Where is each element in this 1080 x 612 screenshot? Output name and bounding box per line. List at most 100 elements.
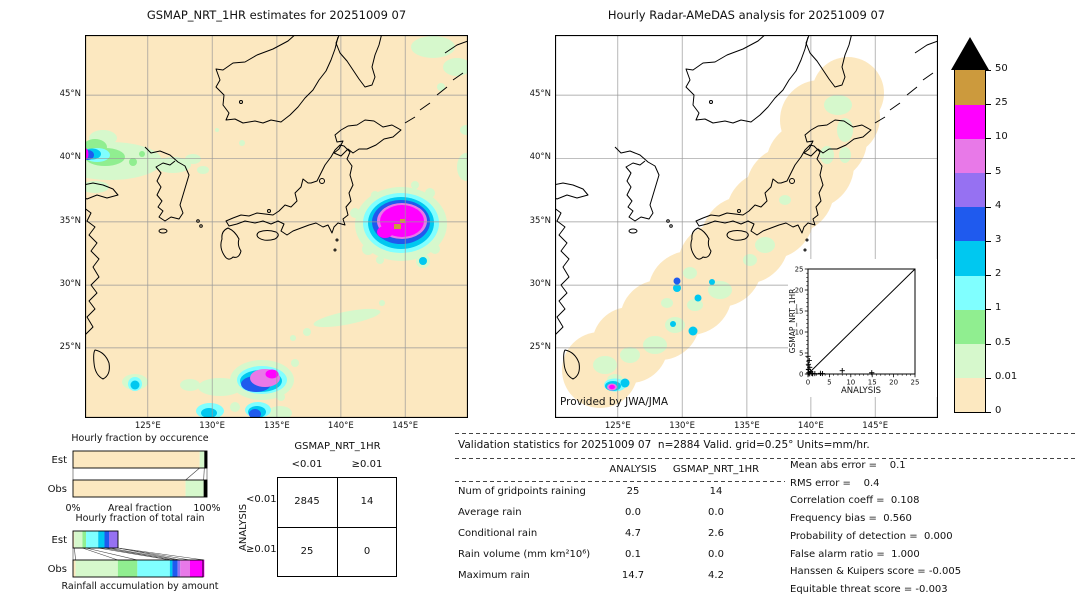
- lat-tick-label: 30°N: [59, 279, 81, 290]
- colorbar-label: 50: [995, 63, 1008, 74]
- contingency-row-label-1: ≥0.01: [246, 544, 277, 555]
- colorbar-label: 25: [995, 97, 1008, 109]
- occurrence-title: Hourly fraction by occurence: [71, 433, 209, 444]
- svg-text:10: 10: [795, 329, 804, 337]
- lat-tick-label: 45°N: [529, 89, 551, 100]
- colorbar-label: 4: [995, 199, 1002, 211]
- total-rain-title: Hourly fraction of total rain: [75, 513, 205, 524]
- colorbar-tick: [986, 309, 991, 311]
- svg-text:20: 20: [889, 379, 898, 387]
- validation-header: Validation statistics for 20251009 07 n=…: [458, 439, 870, 451]
- lat-tick-label: 25°N: [529, 341, 551, 352]
- stats-col-header-analysis: ANALYSIS: [609, 464, 657, 475]
- colorbar-tick: [986, 275, 991, 277]
- colorbar-segment: [955, 206, 985, 242]
- score-line: Equitable threat score = -0.003: [790, 583, 948, 595]
- validation-separator-top: [455, 433, 1075, 434]
- colorbar-tick: [986, 172, 991, 174]
- contingency-cell-11: 0: [363, 546, 371, 557]
- lat-tick-label: 35°N: [59, 215, 81, 226]
- stats-row-gsmap: 4.2: [708, 570, 724, 581]
- inset-scatter-points: [805, 353, 875, 377]
- lat-tick-label: 35°N: [529, 215, 551, 226]
- colorbar-segment: [955, 241, 985, 276]
- contingency-col-title: GSMAP_NRT_1HR: [294, 441, 381, 452]
- colorbar-tick: [986, 206, 991, 208]
- svg-text:10: 10: [846, 379, 855, 387]
- svg-text:Est: Est: [52, 455, 68, 466]
- contingency-cell-10: 25: [300, 546, 314, 557]
- stats-table-separator: [455, 481, 785, 482]
- score-line: Probability of detection = 0.000: [790, 530, 953, 542]
- lat-tick-label: 45°N: [59, 89, 81, 100]
- lat-tick-label: 30°N: [529, 279, 551, 290]
- svg-text:25: 25: [795, 266, 804, 274]
- total-rain-chart: Est Obs: [48, 530, 205, 578]
- contingency-row-title: ANALYSIS: [238, 503, 249, 551]
- colorbar-label: 1: [995, 302, 1002, 314]
- colorbar-tick: [986, 70, 991, 71]
- stats-row-analysis: 0.1: [625, 549, 641, 560]
- credit-label: Provided by JWA/JMA: [560, 396, 669, 408]
- colorbar-tick: [986, 377, 991, 379]
- score-line: Hanssen & Kuipers score = -0.005: [790, 566, 962, 578]
- inset-xlabel: ANALYSIS: [841, 386, 881, 396]
- svg-text:15: 15: [868, 379, 877, 387]
- stats-row-analysis: 4.7: [625, 528, 641, 539]
- colorbar-segment: [955, 343, 985, 379]
- svg-text:25: 25: [911, 379, 920, 387]
- svg-text:100%: 100%: [193, 503, 220, 514]
- colorbar-tick: [986, 412, 991, 413]
- left-map-precip-south-system: [122, 359, 299, 418]
- svg-text:15: 15: [795, 308, 804, 316]
- stats-row-label: Maximum rain: [458, 570, 530, 581]
- colorbar-segment: [955, 70, 985, 105]
- inset-scatter-panel: 0 0 5 5 10 10 15 15 20 20 25 25 ANALYSIS GSMAP_NRT_…: [788, 259, 937, 397]
- colorbar-border: [954, 69, 986, 413]
- contingency-row-label-0: <0.01: [246, 494, 277, 505]
- lon-tick-label: 125°E: [604, 421, 631, 431]
- inset-diagonal-line: [807, 268, 916, 375]
- stats-row-gsmap: 0.0: [708, 507, 724, 518]
- left-map-title: GSMAP_NRT_1HR estimates for 20251009 07: [146, 8, 407, 22]
- svg-text:20: 20: [795, 287, 804, 295]
- stats-row-label: Average rain: [458, 507, 522, 518]
- stats-row-analysis: 14.7: [621, 570, 645, 581]
- colorbar-label: 2: [995, 268, 1002, 280]
- stats-row-label: Rain volume (mm km²10⁶): [458, 549, 591, 560]
- left-map-svg: [85, 35, 468, 418]
- svg-text:0: 0: [806, 379, 810, 387]
- svg-text:5: 5: [827, 379, 831, 387]
- score-line: Correlation coeff = 0.108: [790, 495, 920, 507]
- contingency-cell-00: 2845: [294, 496, 320, 507]
- stats-row-label: Num of gridpoints raining: [458, 486, 586, 497]
- colorbar-segment: [955, 172, 985, 208]
- stats-row-gsmap: 14: [709, 486, 723, 497]
- inset-ticks: 00 5 5 10 10 15 15 20 20 25 25: [795, 266, 920, 387]
- lon-tick-label: 140°E: [327, 421, 354, 431]
- score-line: RMS error = 0.4: [790, 477, 880, 489]
- lon-tick-label: 130°E: [199, 421, 226, 431]
- svg-text:Areal fraction: Areal fraction: [108, 503, 172, 514]
- colorbar-tick: [986, 241, 991, 242]
- lon-tick-label: 135°E: [733, 421, 760, 431]
- colorbar-segment: [955, 138, 985, 173]
- colorbar-arrow: [951, 37, 989, 70]
- inset-scatter-svg: 00 5 5 10 10 15 15 20 20 25 25 ANALYSIS GSMAP_NRT_…: [788, 266, 920, 397]
- occurrence-chart: Est Obs 0% Areal fraction 100%: [48, 450, 221, 514]
- colorbar-label: 0.5: [995, 336, 1011, 348]
- stats-row-analysis: 0.0: [625, 507, 641, 518]
- lon-tick-label: 125°E: [134, 421, 161, 431]
- colorbar-segment: [955, 377, 985, 413]
- contingency-col-label-0: <0.01: [291, 459, 323, 470]
- lon-tick-label: 130°E: [669, 421, 696, 431]
- stats-col-header-gsmap: GSMAP_NRT_1HR: [672, 464, 760, 475]
- svg-text:Obs: Obs: [48, 484, 67, 495]
- stats-row-analysis: 25: [626, 486, 640, 497]
- colorbar-label: 5: [995, 165, 1002, 177]
- lon-tick-label: 145°E: [862, 421, 889, 431]
- colorbar-label: 3: [995, 234, 1002, 245]
- stats-row-gsmap: 2.6: [708, 528, 724, 539]
- lon-tick-label: 140°E: [797, 421, 824, 431]
- colorbar-label: 0.01: [995, 370, 1018, 382]
